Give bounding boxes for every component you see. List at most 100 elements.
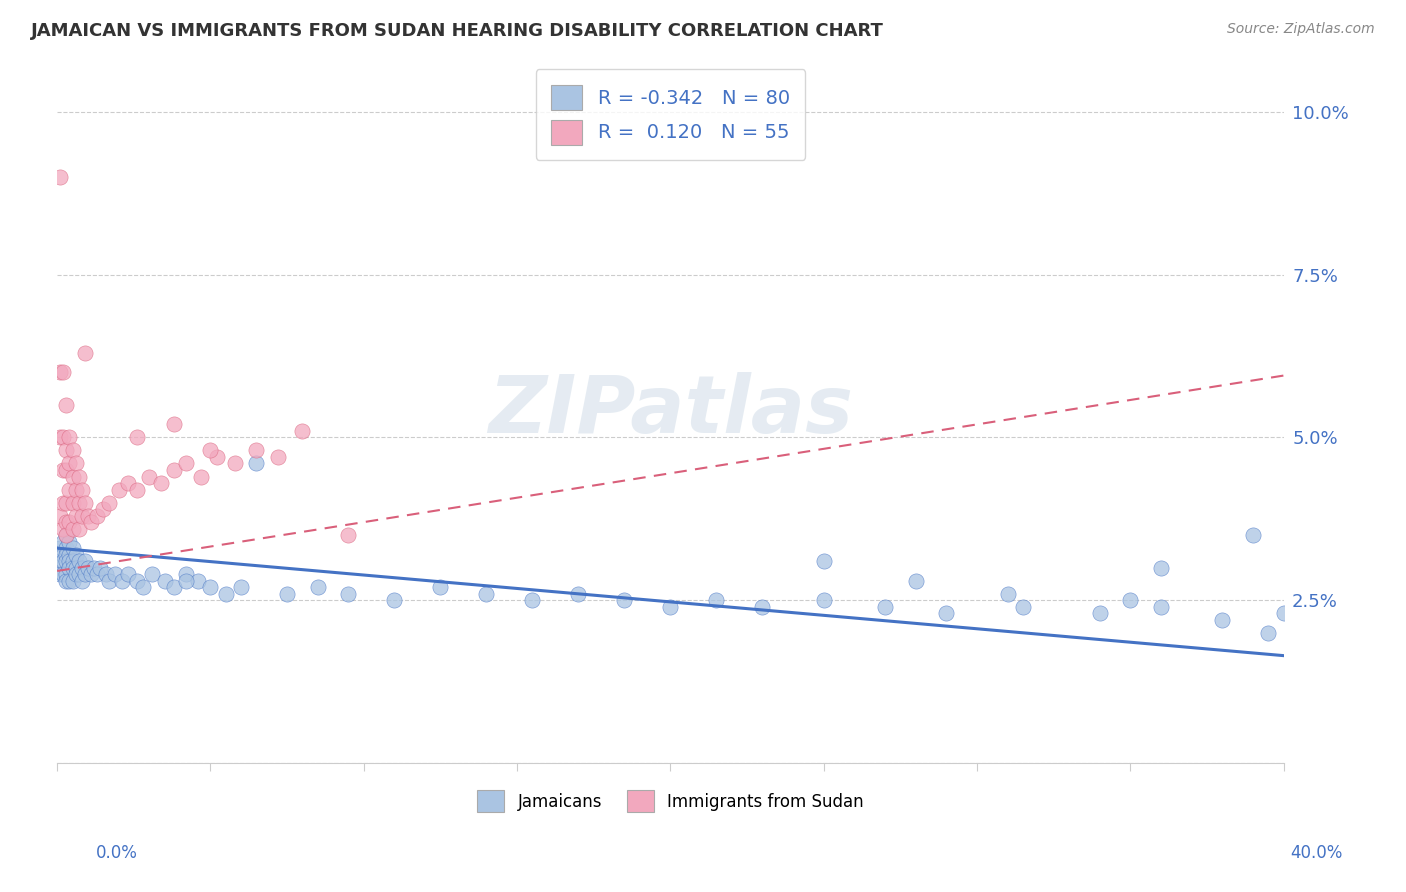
Point xyxy=(1150,560,1173,574)
Text: 0.0%: 0.0% xyxy=(96,844,138,862)
Point xyxy=(55,528,77,542)
Point xyxy=(200,580,222,594)
Point xyxy=(163,463,186,477)
Point xyxy=(67,554,90,568)
Point xyxy=(267,450,290,464)
Point xyxy=(70,483,93,497)
Point xyxy=(52,365,75,379)
Point xyxy=(813,593,835,607)
Point xyxy=(73,567,96,582)
Point xyxy=(174,574,197,588)
Point xyxy=(52,463,75,477)
Point xyxy=(52,548,75,562)
Point xyxy=(65,560,87,574)
Text: JAMAICAN VS IMMIGRANTS FROM SUDAN HEARING DISABILITY CORRELATION CHART: JAMAICAN VS IMMIGRANTS FROM SUDAN HEARIN… xyxy=(31,22,884,40)
Point xyxy=(52,567,75,582)
Point xyxy=(65,483,87,497)
Point xyxy=(83,560,105,574)
Point xyxy=(67,495,90,509)
Point xyxy=(62,469,84,483)
Point xyxy=(58,457,80,471)
Point xyxy=(55,567,77,582)
Point xyxy=(245,443,267,458)
Point xyxy=(67,567,90,582)
Point xyxy=(200,443,222,458)
Point xyxy=(55,541,77,556)
Point xyxy=(67,469,90,483)
Point xyxy=(125,574,148,588)
Point xyxy=(1119,593,1142,607)
Point xyxy=(205,450,228,464)
Point xyxy=(1272,607,1295,621)
Point xyxy=(58,574,80,588)
Point xyxy=(65,457,87,471)
Point xyxy=(55,495,77,509)
Point xyxy=(67,522,90,536)
Point xyxy=(215,587,238,601)
Point xyxy=(96,567,118,582)
Point xyxy=(567,587,589,601)
Point xyxy=(58,560,80,574)
Point xyxy=(91,502,114,516)
Point xyxy=(875,599,897,614)
Point xyxy=(49,508,72,523)
Point xyxy=(307,580,329,594)
Point xyxy=(153,574,176,588)
Point xyxy=(55,548,77,562)
Point xyxy=(125,483,148,497)
Point xyxy=(163,417,186,432)
Point xyxy=(337,587,360,601)
Text: Source: ZipAtlas.com: Source: ZipAtlas.com xyxy=(1227,22,1375,37)
Point xyxy=(224,457,246,471)
Point xyxy=(62,541,84,556)
Point xyxy=(429,580,451,594)
Point xyxy=(73,495,96,509)
Point xyxy=(52,495,75,509)
Point xyxy=(98,495,121,509)
Point xyxy=(55,528,77,542)
Point xyxy=(1150,599,1173,614)
Point xyxy=(132,580,155,594)
Text: 40.0%: 40.0% xyxy=(1291,844,1343,862)
Point xyxy=(70,508,93,523)
Point xyxy=(190,469,212,483)
Point xyxy=(55,515,77,529)
Point xyxy=(89,560,111,574)
Point xyxy=(291,424,314,438)
Point xyxy=(522,593,544,607)
Point xyxy=(117,567,139,582)
Point xyxy=(55,574,77,588)
Point xyxy=(52,554,75,568)
Point xyxy=(76,560,98,574)
Point xyxy=(613,593,636,607)
Point xyxy=(49,541,72,556)
Point xyxy=(62,495,84,509)
Point xyxy=(751,599,773,614)
Point xyxy=(117,476,139,491)
Point xyxy=(86,508,108,523)
Point xyxy=(150,476,173,491)
Point xyxy=(73,554,96,568)
Point xyxy=(52,430,75,444)
Point xyxy=(174,457,197,471)
Point xyxy=(62,560,84,574)
Point xyxy=(55,398,77,412)
Point xyxy=(49,567,72,582)
Point xyxy=(187,574,209,588)
Point xyxy=(49,554,72,568)
Point xyxy=(76,508,98,523)
Point xyxy=(80,515,103,529)
Point xyxy=(245,457,267,471)
Point xyxy=(174,567,197,582)
Point xyxy=(55,443,77,458)
Point xyxy=(49,430,72,444)
Point xyxy=(86,567,108,582)
Point xyxy=(49,169,72,184)
Point xyxy=(384,593,406,607)
Point xyxy=(55,554,77,568)
Point xyxy=(104,567,127,582)
Point xyxy=(1012,599,1035,614)
Text: ZIPatlas: ZIPatlas xyxy=(488,372,853,450)
Point xyxy=(659,599,682,614)
Point xyxy=(163,580,186,594)
